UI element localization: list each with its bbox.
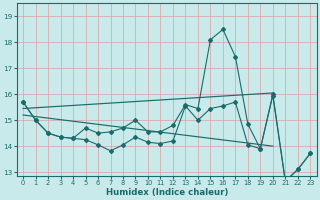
X-axis label: Humidex (Indice chaleur): Humidex (Indice chaleur) — [106, 188, 228, 197]
